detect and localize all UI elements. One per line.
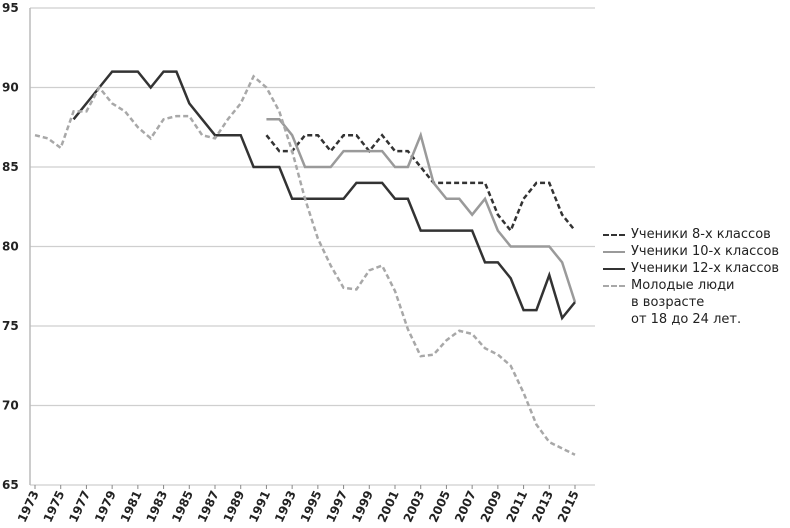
y-tick-label: 90 <box>2 81 19 95</box>
y-tick-label: 80 <box>2 240 19 254</box>
series-line <box>265 133 576 234</box>
x-tick-label: 2009 <box>478 488 505 524</box>
y-tick-label: 70 <box>2 399 19 413</box>
x-tick-label: 2001 <box>375 488 402 524</box>
x-tick-label: 1977 <box>66 488 93 524</box>
legend-item: Молодые люди в возрасте от 18 до 24 лет. <box>603 277 779 328</box>
legend-item: Ученики 8-х классов <box>603 226 779 243</box>
x-tick-label: 1983 <box>143 488 170 524</box>
legend-item: Ученики 12-х классов <box>603 260 779 277</box>
x-tick-label: 2015 <box>555 488 582 524</box>
legend-item: Ученики 10-х классов <box>603 243 779 260</box>
legend-label: Ученики 8-х классов <box>631 227 771 242</box>
legend-label: Ученики 12-х классов <box>631 261 780 276</box>
legend-swatch <box>603 285 625 287</box>
x-tick-label: 2013 <box>529 488 556 524</box>
legend-swatch <box>603 268 625 270</box>
plot: 6570758085909519731975197719791981198319… <box>2 1 595 525</box>
x-tick-label: 1989 <box>221 488 248 524</box>
legend-label: Ученики 10-х классов <box>631 244 780 259</box>
x-tick-label: 2011 <box>503 488 530 524</box>
y-tick-label: 65 <box>2 478 19 492</box>
series-line <box>266 118 577 303</box>
x-tick-label: 1999 <box>349 488 376 524</box>
x-tick-label: 1981 <box>118 488 145 524</box>
x-tick-label: 2005 <box>426 488 453 524</box>
x-tick-label: 1973 <box>15 488 42 524</box>
x-tick-label: 1997 <box>323 488 350 524</box>
legend: Ученики 8-х классов Ученики 10-х классов У… <box>603 226 779 328</box>
y-tick-label: 95 <box>2 1 19 15</box>
x-tick-label: 2003 <box>401 488 428 524</box>
legend-swatch <box>603 234 625 236</box>
legend-swatch <box>603 251 625 253</box>
x-tick-label: 1979 <box>92 488 119 524</box>
y-tick-label: 85 <box>2 160 19 174</box>
x-tick-label: 2007 <box>452 488 479 524</box>
x-tick-label: 1995 <box>298 488 325 524</box>
series-line <box>72 70 576 321</box>
y-tick-label: 75 <box>2 319 19 333</box>
x-tick-label: 1991 <box>246 488 273 524</box>
x-tick-label: 1987 <box>195 488 222 524</box>
legend-label: Молодые люди в возрасте от 18 до 24 лет. <box>631 278 742 327</box>
x-tick-label: 1993 <box>272 488 299 524</box>
x-tick-label: 1975 <box>41 488 68 524</box>
x-tick-label: 1985 <box>169 488 196 524</box>
series-line <box>34 74 576 456</box>
